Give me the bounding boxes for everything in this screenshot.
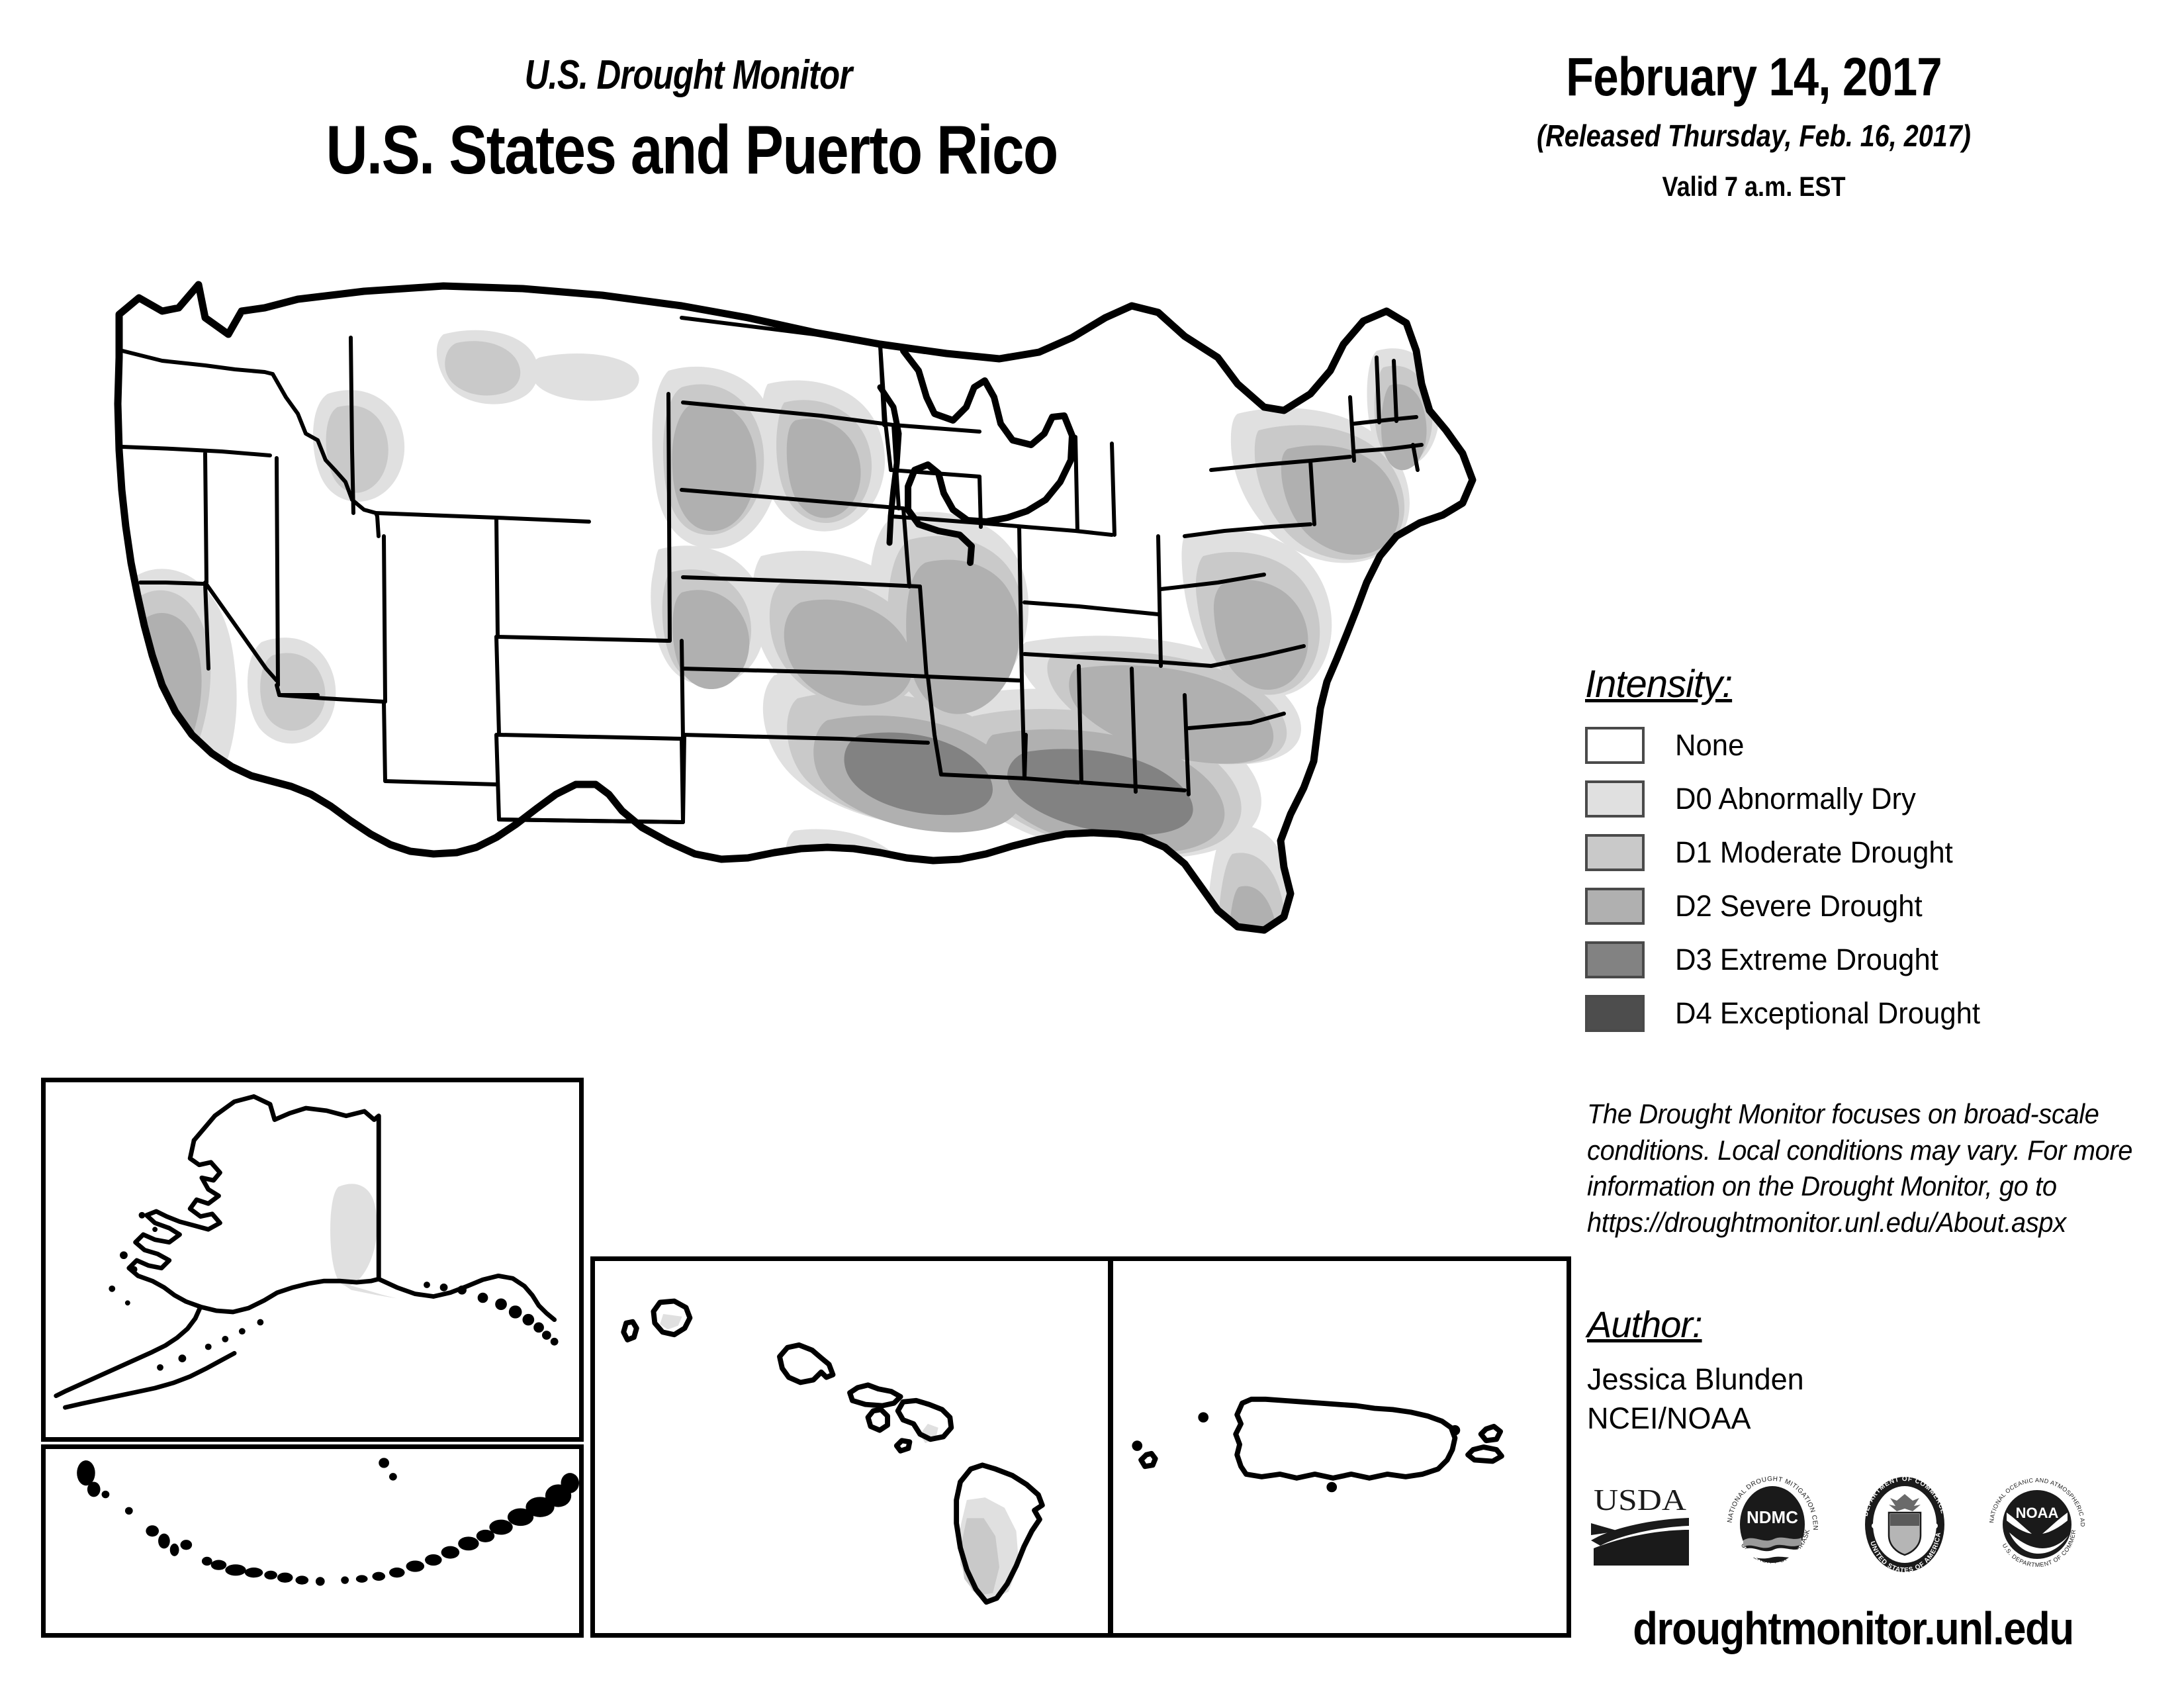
valid-date: February 14, 2017: [1566, 47, 1942, 107]
ndmc-logo: NATIONAL DROUGHT MITIGATION CENTER UNIVE…: [1717, 1466, 1825, 1577]
aleutians-inset: [41, 1444, 584, 1638]
legend-swatch-d3: [1585, 941, 1645, 978]
legend-swatch-d4: [1585, 995, 1645, 1032]
alaska-map-svg: [54, 1094, 559, 1410]
alaska-island-dots: [109, 1211, 559, 1371]
legend-swatch-d2: [1585, 888, 1645, 925]
ndmc-logo-svg: NATIONAL DROUGHT MITIGATION CENTER UNIVE…: [1717, 1466, 1818, 1566]
logo-row: USDA NATIONAL DROUGHT MITIGATION CENTER …: [1587, 1466, 2116, 1583]
valid-time: Valid 7 a.m. EST: [1662, 171, 1846, 202]
legend-label-none: None: [1675, 728, 1745, 762]
legend-row-d0: D0 Abnormally Dry: [1585, 777, 2101, 821]
author-block: Author: Jessica Blunden NCEI/NOAA: [1587, 1303, 2090, 1438]
author-title: Author:: [1587, 1303, 1703, 1345]
disclaimer-text: The Drought Monitor focuses on broad-sca…: [1587, 1096, 2143, 1241]
author-name: Jessica Blunden: [1587, 1362, 1804, 1396]
doc-logo: DEPARTMENT OF COMMERCE UNITED STATES OF …: [1852, 1472, 1958, 1577]
noaa-logo: NATIONAL OCEANIC AND ATMOSPHERIC ADMINIS…: [1981, 1466, 2090, 1577]
legend: Intensity: None D0 Abnormally Dry D1 Mod…: [1585, 662, 2101, 1045]
usda-logo: USDA: [1587, 1472, 1693, 1577]
legend-swatch-d1: [1585, 834, 1645, 871]
noaa-logo-svg: NATIONAL OCEANIC AND ATMOSPHERIC ADMINIS…: [1981, 1466, 2086, 1568]
usda-logo-svg: USDA: [1591, 1483, 1689, 1566]
legend-row-d1: D1 Moderate Drought: [1585, 831, 2101, 874]
legend-swatch-d0: [1585, 780, 1645, 818]
ndmc-logo-text: NDMC: [1747, 1507, 1798, 1527]
doc-logo-svg: DEPARTMENT OF COMMERCE UNITED STATES OF …: [1862, 1476, 1946, 1574]
site-url[interactable]: droughtmonitor.unl.edu: [1633, 1603, 2074, 1654]
disclaimer-line-1: The Drought Monitor focuses on broad-sca…: [1587, 1098, 2099, 1129]
disclaimer-line-3: information on the Drought Monitor, go t…: [1587, 1170, 2057, 1202]
legend-label-d1: D1 Moderate Drought: [1675, 835, 1953, 869]
puerto-rico-inset: [1108, 1256, 1571, 1638]
hawaii-inset: [590, 1256, 1113, 1638]
conus-map-svg: [114, 281, 1477, 934]
usda-logo-text: USDA: [1594, 1483, 1686, 1517]
author-affiliation: NCEI/NOAA: [1587, 1401, 1751, 1435]
date-block: February 14, 2017 (Released Thursday, Fe…: [1416, 46, 2091, 203]
released-date: (Released Thursday, Feb. 16, 2017): [1537, 118, 1971, 153]
puerto-rico-map-svg: [1132, 1396, 1504, 1493]
page-title: U.S. States and Puerto Rico: [326, 112, 1058, 189]
legend-label-d4: D4 Exceptional Drought: [1675, 996, 1981, 1030]
legend-label-d0: D0 Abnormally Dry: [1675, 782, 1916, 816]
alaska-d0-region: [330, 1184, 397, 1299]
legend-row-d4: D4 Exceptional Drought: [1585, 992, 2101, 1035]
legend-swatch-none: [1585, 727, 1645, 764]
legend-label-d2: D2 Severe Drought: [1675, 889, 1923, 923]
aleutians-map-svg: [77, 1458, 579, 1586]
disclaimer-url: https://droughtmonitor.unl.edu/About.asp…: [1587, 1206, 2066, 1238]
hawaii-map-svg: [621, 1298, 1045, 1605]
page-subtitle: U.S. Drought Monitor: [524, 52, 853, 98]
aleutian-islands: [77, 1458, 579, 1586]
legend-row-d2: D2 Severe Drought: [1585, 884, 2101, 928]
disclaimer-line-2: conditions. Local conditions may vary. F…: [1587, 1134, 2133, 1166]
header: U.S. Drought Monitor U.S. States and Pue…: [0, 0, 2184, 252]
d3-regions: [844, 732, 1193, 835]
legend-row-d3: D3 Extreme Drought: [1585, 938, 2101, 982]
legend-title: Intensity:: [1585, 663, 1733, 706]
drought-shading-layer: [122, 330, 1440, 930]
legend-row-none: None: [1585, 724, 2101, 767]
alaska-inset: [41, 1078, 584, 1442]
legend-label-d3: D3 Extreme Drought: [1675, 943, 1938, 976]
conus-drought-map: [99, 271, 1509, 1125]
noaa-logo-text: NOAA: [2016, 1505, 2059, 1521]
